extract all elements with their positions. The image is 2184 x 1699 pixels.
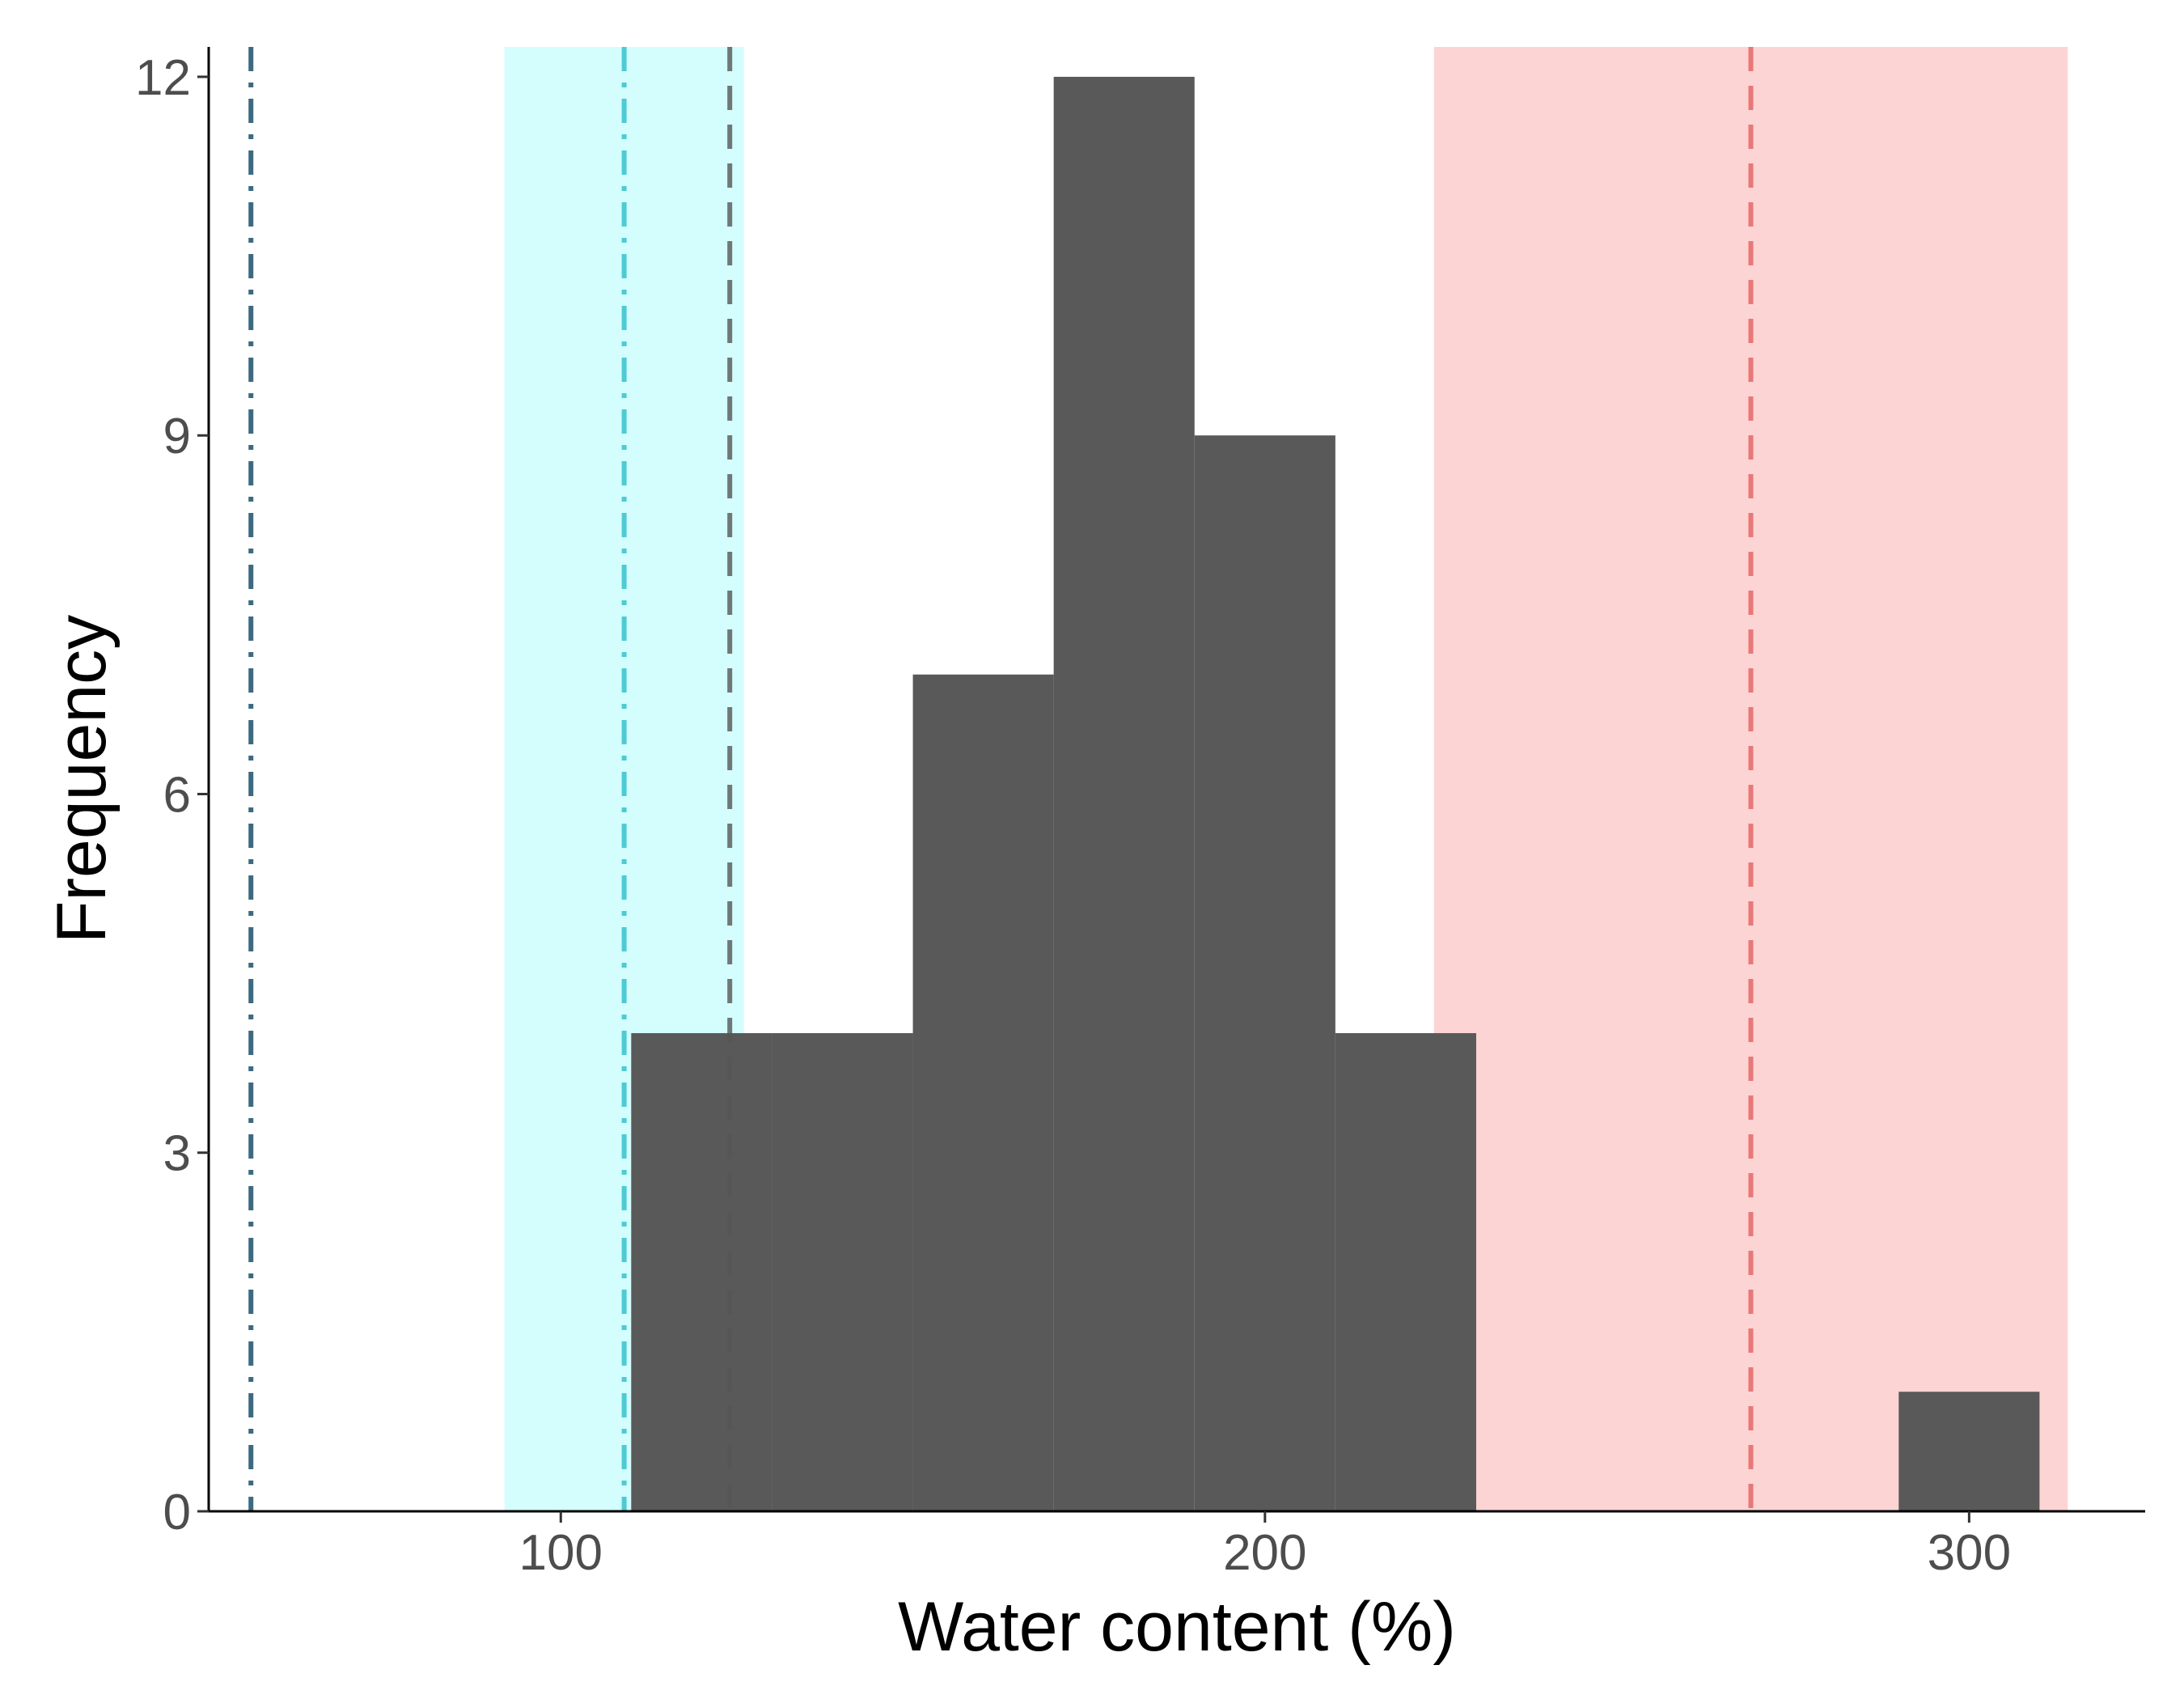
y-tick-label: 0 bbox=[163, 1485, 191, 1540]
histogram-bars bbox=[631, 76, 2040, 1512]
histogram-bar-7 bbox=[1898, 1392, 2040, 1511]
x-axis-title: Water content (%) bbox=[898, 1588, 1456, 1666]
histogram-bar-2 bbox=[772, 1032, 913, 1511]
x-tick-label: 300 bbox=[1928, 1525, 2011, 1581]
y-tick-label: 3 bbox=[163, 1126, 191, 1182]
reference-lines bbox=[248, 47, 1754, 1511]
axes bbox=[207, 47, 2145, 1513]
x-tick-label: 200 bbox=[1223, 1525, 1306, 1581]
y-tick-label: 9 bbox=[163, 409, 191, 464]
y-axis-title: Frequency bbox=[43, 615, 121, 943]
histogram-bar-3 bbox=[912, 674, 1054, 1511]
histogram-bar-1 bbox=[631, 1032, 772, 1511]
y-tick-label: 12 bbox=[135, 50, 191, 106]
y-tick-label: 6 bbox=[163, 767, 191, 823]
x-tick-label: 100 bbox=[519, 1525, 603, 1581]
histogram-bar-4 bbox=[1053, 76, 1195, 1512]
histogram-bar-5 bbox=[1194, 435, 1335, 1511]
tick-marks: 100 200 300 0 3 6 9 12 bbox=[135, 50, 2011, 1581]
histogram-bar-6 bbox=[1335, 1032, 1476, 1511]
